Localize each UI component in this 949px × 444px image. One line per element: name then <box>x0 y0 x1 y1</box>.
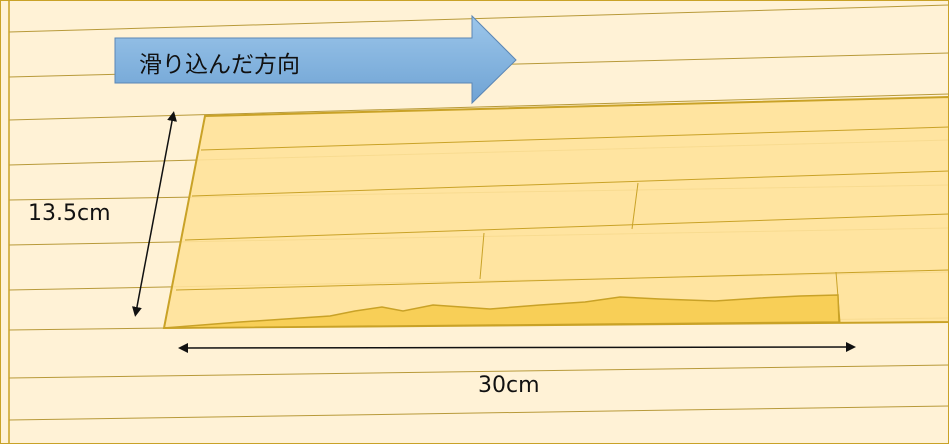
height-dimension-arrow <box>132 111 177 317</box>
plank-seam <box>184 213 949 241</box>
plank-joint <box>479 232 485 280</box>
sliding-board <box>162 95 949 330</box>
gap-area <box>163 294 840 329</box>
width-label: 30cm <box>478 373 540 398</box>
plank-seam <box>191 170 949 197</box>
floor-line <box>8 364 949 379</box>
height-label: 13.5cm <box>28 201 111 226</box>
plank-seam <box>175 269 949 291</box>
plank-seam <box>200 126 949 151</box>
direction-label: 滑り込んだ方向 <box>139 52 300 78</box>
floor-line <box>8 4 949 33</box>
width-dimension-arrow <box>178 342 856 353</box>
floor-line <box>8 405 949 421</box>
plank-joint <box>631 182 639 230</box>
direction-arrow <box>114 14 517 105</box>
